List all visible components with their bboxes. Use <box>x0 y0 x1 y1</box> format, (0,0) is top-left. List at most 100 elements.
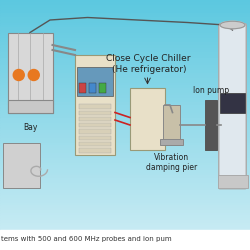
FancyBboxPatch shape <box>8 32 52 112</box>
Bar <box>0 228 250 230</box>
FancyBboxPatch shape <box>89 82 96 92</box>
Bar <box>0 218 250 220</box>
Bar <box>0 5 250 8</box>
Bar <box>0 185 250 188</box>
Bar <box>0 40 250 42</box>
Bar <box>0 190 250 192</box>
Bar <box>0 230 250 232</box>
Text: Close Cycle Chiller
(He refrigerator): Close Cycle Chiller (He refrigerator) <box>106 54 191 74</box>
Bar <box>0 130 250 132</box>
Bar <box>0 210 250 212</box>
Circle shape <box>13 70 24 80</box>
Bar <box>0 168 250 170</box>
Bar <box>0 195 250 198</box>
FancyBboxPatch shape <box>220 92 245 112</box>
Bar <box>0 245 250 248</box>
Bar <box>0 115 250 117</box>
Bar <box>0 2 250 5</box>
Bar <box>0 98 250 100</box>
Bar <box>0 18 250 20</box>
Bar <box>0 240 250 242</box>
FancyBboxPatch shape <box>79 123 111 128</box>
FancyBboxPatch shape <box>2 142 40 188</box>
Circle shape <box>28 70 39 80</box>
Bar <box>0 50 250 52</box>
Bar <box>0 122 250 125</box>
Bar <box>0 85 250 87</box>
Bar <box>0 30 250 32</box>
Bar <box>0 70 250 72</box>
Bar <box>0 22 250 25</box>
Bar <box>0 128 250 130</box>
Bar <box>0 225 250 228</box>
Bar <box>0 38 250 40</box>
Bar <box>0 175 250 178</box>
Bar <box>0 188 250 190</box>
Bar <box>0 138 250 140</box>
Bar <box>0 15 250 18</box>
FancyBboxPatch shape <box>99 82 106 92</box>
Bar <box>0 198 250 200</box>
Bar <box>0 180 250 182</box>
Bar <box>0 112 250 115</box>
FancyBboxPatch shape <box>79 110 111 115</box>
Bar <box>0 90 250 92</box>
Bar <box>0 135 250 138</box>
FancyBboxPatch shape <box>162 105 180 145</box>
Bar <box>0 142 250 145</box>
Bar <box>0 102 250 105</box>
Bar <box>0 65 250 68</box>
Bar <box>0 170 250 172</box>
Bar <box>0 80 250 82</box>
Bar <box>0 0 250 2</box>
FancyBboxPatch shape <box>219 24 246 189</box>
Text: tems with 500 and 600 MHz probes and ion pum: tems with 500 and 600 MHz probes and ion… <box>1 236 172 242</box>
Text: Vibration
damping pier: Vibration damping pier <box>146 152 197 172</box>
Bar <box>0 95 250 98</box>
Bar <box>0 172 250 175</box>
Text: Bay: Bay <box>23 122 37 132</box>
Ellipse shape <box>220 21 245 29</box>
Bar <box>0 155 250 158</box>
Bar <box>0 118 250 120</box>
FancyBboxPatch shape <box>218 175 248 188</box>
Bar <box>0 8 250 10</box>
Bar <box>0 108 250 110</box>
Bar <box>0 200 250 202</box>
Bar <box>0 132 250 135</box>
FancyBboxPatch shape <box>79 129 111 134</box>
Bar <box>0 25 250 28</box>
Bar <box>0 162 250 165</box>
FancyBboxPatch shape <box>130 88 165 150</box>
Bar <box>0 35 250 37</box>
Bar <box>0 178 250 180</box>
Bar <box>0 48 250 50</box>
FancyBboxPatch shape <box>160 139 182 145</box>
Bar <box>0 235 250 238</box>
FancyBboxPatch shape <box>75 55 115 155</box>
Bar <box>0 150 250 152</box>
Bar <box>0 192 250 195</box>
Bar <box>0 58 250 60</box>
Bar <box>0 68 250 70</box>
Bar <box>0 105 250 108</box>
FancyBboxPatch shape <box>79 136 111 140</box>
Bar <box>0 232 250 235</box>
Bar <box>0 215 250 218</box>
Bar <box>0 212 250 215</box>
FancyBboxPatch shape <box>77 67 113 96</box>
FancyBboxPatch shape <box>79 148 111 152</box>
Bar <box>0 75 250 78</box>
Bar <box>0 165 250 168</box>
Bar <box>0 92 250 95</box>
Bar <box>0 88 250 90</box>
Bar <box>0 202 250 205</box>
Bar <box>0 42 250 45</box>
Bar <box>0 222 250 225</box>
Bar <box>0 110 250 112</box>
Bar <box>0 205 250 208</box>
Bar <box>0 220 250 222</box>
Bar <box>0 45 250 48</box>
Bar <box>0 62 250 65</box>
Bar <box>0 82 250 85</box>
